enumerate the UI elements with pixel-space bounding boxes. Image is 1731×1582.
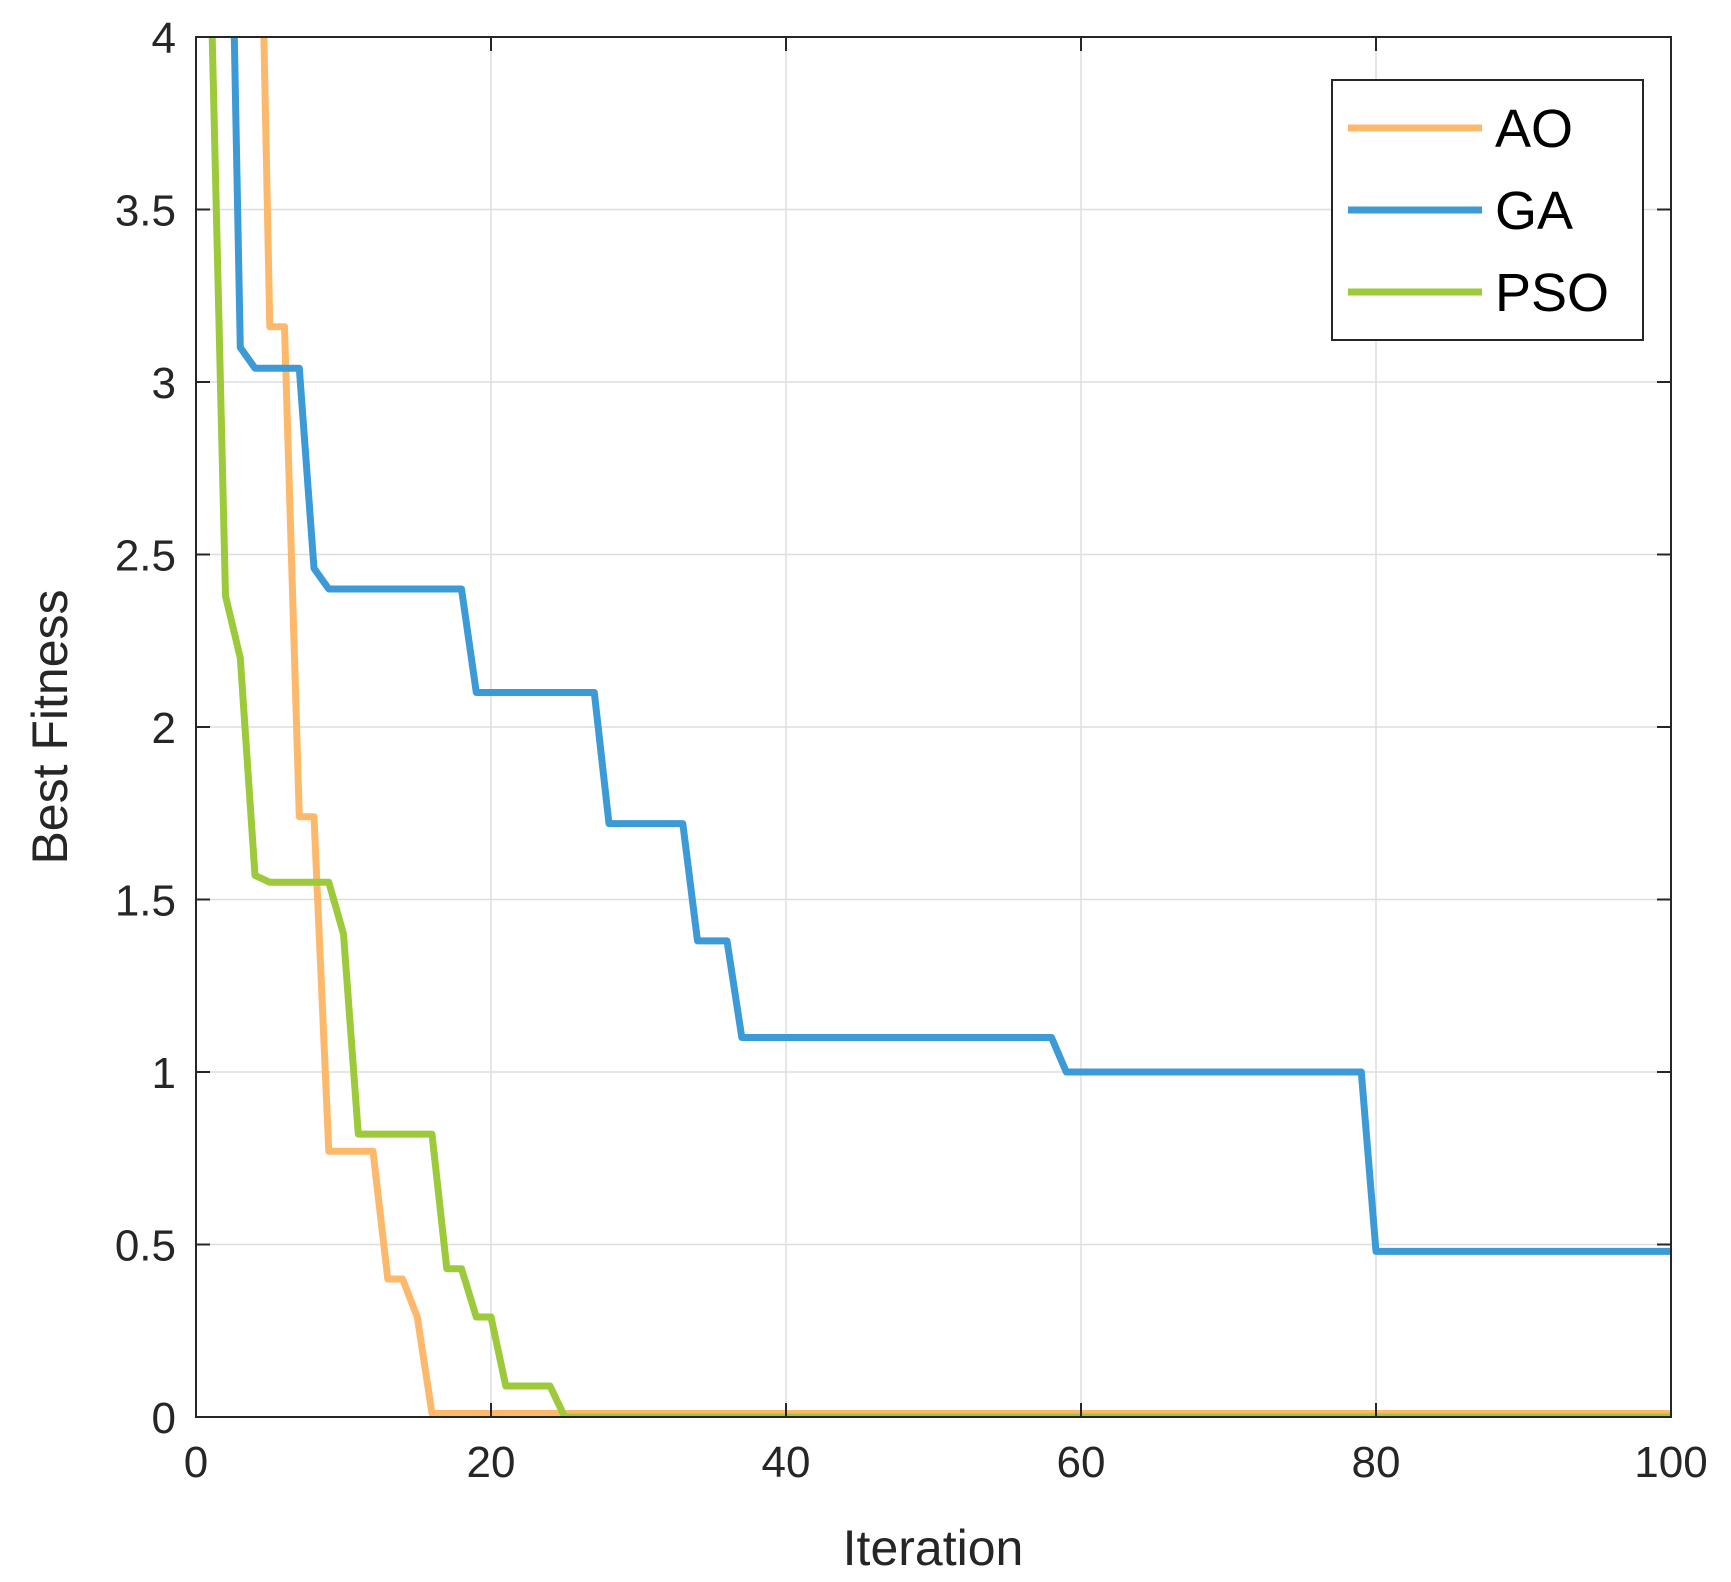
x-tick-label: 80 <box>1352 1438 1401 1487</box>
y-axis-label: Best Fitness <box>22 589 78 864</box>
y-tick-label: 3.5 <box>115 187 176 236</box>
y-tick-labels: 0 0.5 1 1.5 2 2.5 3 3.5 4 <box>115 14 176 1443</box>
y-tick-label: 3 <box>152 359 176 408</box>
axis-ticks <box>195 36 1672 1418</box>
legend-label-ao: AO <box>1495 99 1573 159</box>
x-tick-labels: 0 20 40 60 80 100 <box>184 1438 1708 1487</box>
x-tick-label: 0 <box>184 1438 208 1487</box>
x-tick-label: 60 <box>1057 1438 1106 1487</box>
y-tick-label: 2.5 <box>115 532 176 581</box>
legend-label-pso: PSO <box>1495 263 1609 323</box>
series-line-ga <box>230 37 1671 1255</box>
x-axis-label: Iteration <box>843 1520 1024 1576</box>
y-tick-label: 0.5 <box>115 1222 176 1271</box>
y-tick-label: 1 <box>152 1049 176 1098</box>
x-tick-label: 20 <box>467 1438 516 1487</box>
x-tick-label: 100 <box>1634 1438 1707 1487</box>
x-tick-label: 40 <box>762 1438 811 1487</box>
legend-label-ga: GA <box>1495 181 1573 241</box>
series-line-ao <box>260 37 1671 1417</box>
y-tick-label: 0 <box>152 1394 176 1443</box>
legend: AO GA PSO <box>1331 79 1644 341</box>
y-tick-label: 2 <box>152 704 176 753</box>
y-tick-label: 4 <box>152 14 176 63</box>
y-tick-label: 1.5 <box>115 877 176 926</box>
series-lines <box>208 37 1671 1417</box>
series-line-pso <box>208 37 1671 1417</box>
